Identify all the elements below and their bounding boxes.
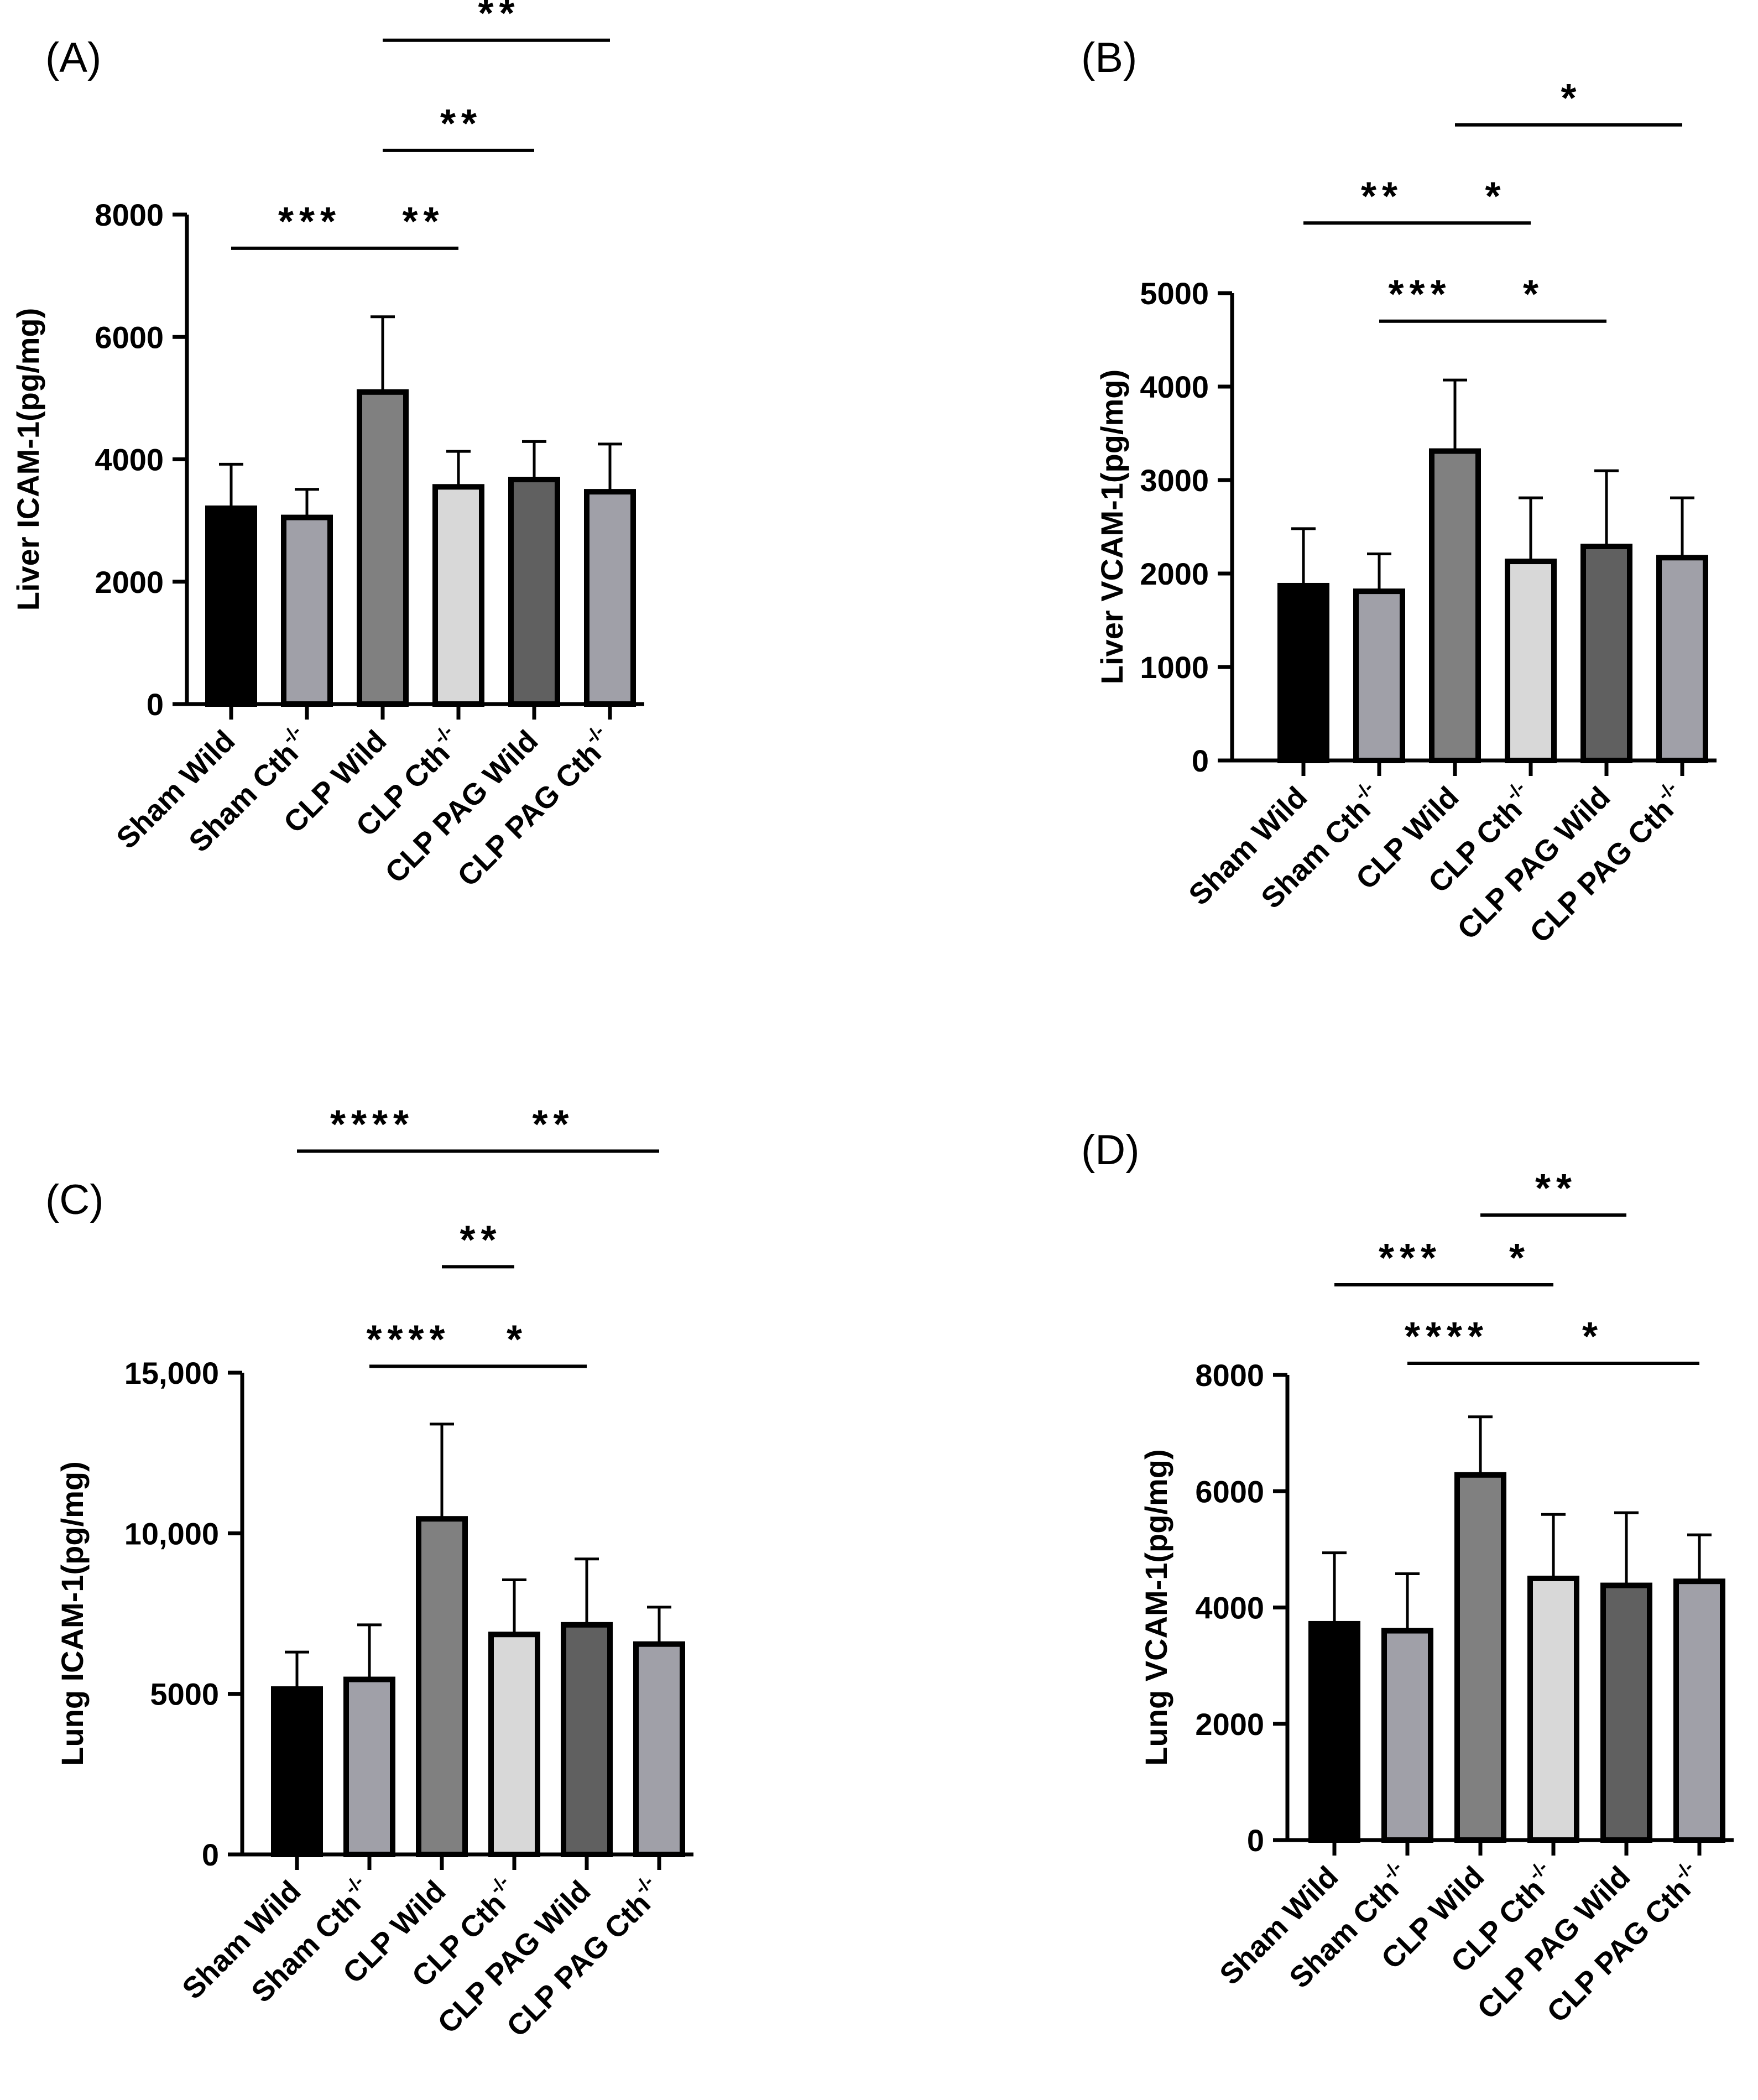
bar-2	[343, 1676, 395, 1857]
y-tick-label: 0	[1247, 1823, 1264, 1858]
bar-3	[357, 389, 409, 707]
significance-label: *	[1509, 1236, 1530, 1280]
chart-panel-d: (D)Lung VCAM-1(pg/mg)02000400060008000Sh…	[1081, 1127, 1734, 2029]
y-axis-title: Lung VCAM-1(pg/mg)	[1139, 1449, 1173, 1765]
panel-label: (B)	[1081, 34, 1137, 81]
panel-label: (A)	[45, 34, 101, 81]
significance-label: **	[478, 0, 520, 36]
y-tick-label: 6000	[1195, 1474, 1264, 1509]
bar-5	[508, 477, 560, 707]
y-tick-label: 0	[147, 687, 164, 722]
significance-label: *	[507, 1317, 528, 1362]
significance-label: **	[460, 1218, 502, 1262]
bar-2	[281, 514, 333, 707]
significance-label: ***	[278, 200, 341, 244]
significance-label: *	[1561, 76, 1582, 121]
bar-3	[416, 1516, 468, 1858]
y-tick-label: 15,000	[124, 1356, 219, 1390]
bar-6	[1673, 1578, 1725, 1843]
significance-label: **	[532, 1102, 574, 1147]
y-tick-label: 10,000	[124, 1516, 219, 1551]
bar-3	[1429, 448, 1481, 763]
y-tick-label: 2000	[1195, 1707, 1264, 1742]
y-tick-label: 2000	[95, 565, 164, 600]
bar-5	[1600, 1582, 1652, 1843]
bar-1	[1308, 1620, 1360, 1843]
bar-4	[1527, 1575, 1579, 1843]
y-tick-label: 6000	[95, 320, 164, 355]
y-tick-label: 8000	[1195, 1358, 1264, 1393]
bar-1	[1277, 582, 1329, 763]
significance-label: **	[1535, 1166, 1577, 1211]
bar-2	[1353, 588, 1405, 763]
panel-label: (D)	[1081, 1127, 1140, 1174]
y-tick-label: 4000	[1140, 369, 1209, 404]
y-tick-label: 4000	[95, 442, 164, 477]
significance-label: ***	[1388, 273, 1451, 317]
significance-label: *	[1582, 1315, 1603, 1359]
bar-3	[1454, 1472, 1506, 1843]
y-tick-label: 5000	[150, 1677, 219, 1712]
significance-label: ****	[1405, 1315, 1489, 1359]
y-tick-label: 2000	[1140, 556, 1209, 591]
y-tick-label: 0	[202, 1837, 219, 1872]
significance-label: *	[1523, 273, 1544, 317]
y-tick-label: 8000	[95, 197, 164, 232]
chart-panel-a: (A)Liver ICAM-1(pg/mg)02000400060008000S…	[11, 0, 644, 893]
significance-label: ***	[1379, 1236, 1442, 1280]
y-tick-label: 5000	[1140, 276, 1209, 311]
significance-label: ****	[366, 1317, 450, 1362]
bar-2	[1381, 1628, 1433, 1843]
significance-label: **	[440, 102, 482, 146]
significance-label: ****	[330, 1102, 414, 1147]
significance-label: **	[1361, 174, 1403, 218]
y-tick-label: 1000	[1140, 650, 1209, 685]
bar-4	[488, 1632, 540, 1858]
y-axis-title: Lung ICAM-1(pg/mg)	[55, 1461, 90, 1766]
y-axis-title: Liver VCAM-1(pg/mg)	[1094, 369, 1129, 684]
bar-4	[432, 484, 484, 707]
bar-6	[1656, 555, 1708, 764]
significance-label: *	[1485, 174, 1506, 218]
bar-1	[271, 1686, 323, 1858]
bar-5	[561, 1622, 613, 1857]
bar-5	[1580, 543, 1632, 763]
bar-4	[1505, 559, 1557, 764]
y-tick-label: 4000	[1195, 1591, 1264, 1625]
y-tick-label: 0	[1192, 743, 1209, 778]
panel-label: (C)	[45, 1176, 104, 1223]
chart-panel-c: (C)Lung ICAM-1(pg/mg)0500010,00015,000Sh…	[45, 1102, 693, 2044]
y-axis-title: Liver ICAM-1(pg/mg)	[11, 308, 45, 611]
significance-label: **	[402, 200, 444, 244]
y-tick-label: 3000	[1140, 463, 1209, 498]
bar-6	[584, 489, 636, 707]
chart-panel-b: (B) Liver VCAM-1(pg/mg) 0 1000 2000 3000 4000 5…	[1081, 34, 1717, 950]
bar-1	[205, 506, 257, 707]
bar-6	[633, 1641, 685, 1857]
